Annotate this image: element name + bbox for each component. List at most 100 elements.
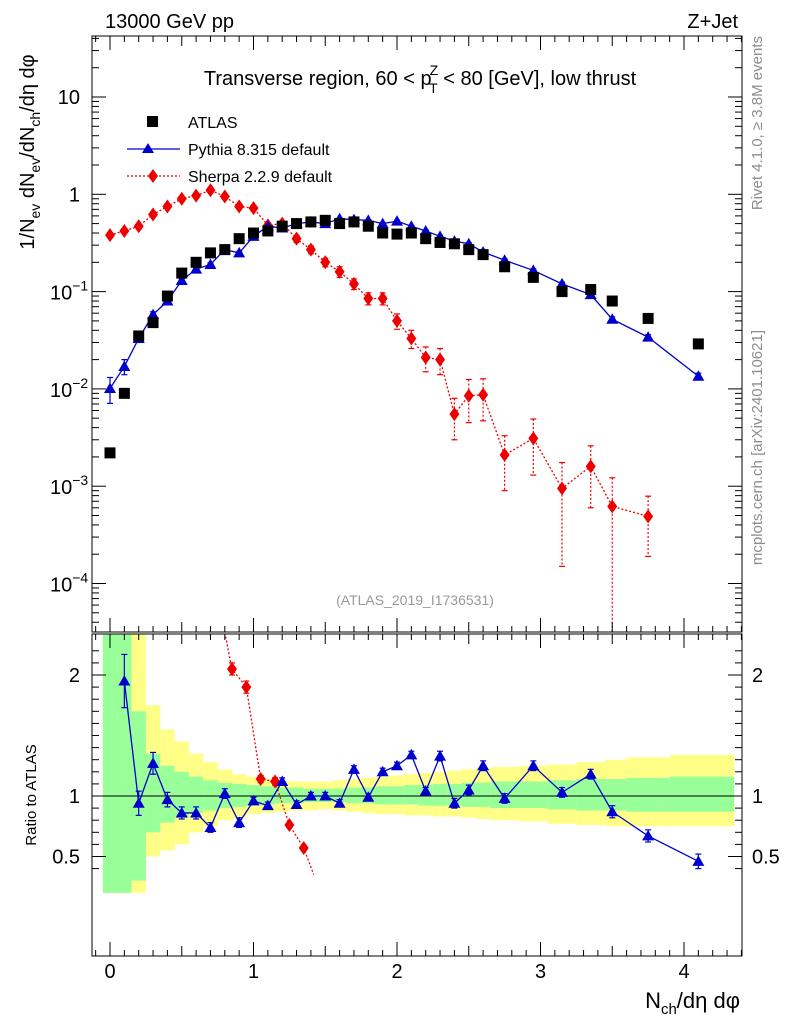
atlas-point — [448, 238, 460, 250]
main-title: Transverse region, 60 < pZ T < 80 [GeV], … — [204, 62, 637, 96]
pythia-ratio-point — [333, 797, 346, 808]
ratio-panel-series — [118, 634, 705, 875]
pythia-ratio-point — [606, 805, 619, 817]
sherpa-point — [478, 387, 489, 402]
pythia-ratio-point — [347, 763, 360, 774]
pythia-ratio-point — [376, 765, 389, 777]
ratio-y-tick-label-right: 2 — [752, 665, 763, 687]
inner-band-bin — [203, 780, 218, 811]
pythia-point — [556, 277, 569, 289]
pythia-ratio-point — [434, 750, 447, 761]
pythia-point — [175, 274, 188, 286]
atlas-point — [527, 271, 539, 283]
sherpa-point — [148, 207, 159, 222]
mcplots-label: mcplots.cern.ch [arXiv:2401.10621] — [749, 330, 766, 565]
pythia-ratio-point — [147, 757, 160, 768]
atlas-point — [147, 317, 159, 329]
pythia-ratio-point — [556, 786, 569, 797]
sherpa-point — [105, 228, 115, 243]
inner-band-bin — [275, 787, 290, 804]
inner-band-bin — [432, 783, 448, 806]
main-y-tick-label: 10 — [58, 87, 80, 109]
pythia-point — [692, 370, 705, 381]
pythia-point — [419, 224, 432, 236]
sherpa-point — [435, 352, 446, 367]
inner-band-bin — [626, 777, 670, 812]
atlas-point — [585, 284, 597, 296]
atlas-point — [305, 216, 317, 228]
pythia-point — [147, 308, 160, 320]
main-y-tick-label: 1 — [69, 184, 80, 206]
pythia-ratio-point — [233, 816, 246, 828]
atlas-point — [219, 244, 231, 256]
pythia-ratio-point — [118, 675, 131, 686]
ratio-y-tick-label-right: 0.5 — [752, 847, 780, 869]
main-y-axis-label: 1/Nev dNev/dNch/dη dφ — [17, 54, 43, 249]
pythia-line — [109, 218, 699, 389]
atlas-point — [556, 286, 568, 298]
atlas-point — [405, 227, 417, 239]
atlas-point — [262, 225, 274, 237]
atlas-point — [176, 267, 188, 279]
pythia-point — [190, 263, 203, 274]
main-y-tick-label: 10−1 — [50, 278, 88, 305]
atlas-point — [248, 227, 259, 239]
pythia-ratio-point — [498, 792, 511, 803]
ylabel-part-a: 1/N — [17, 218, 39, 249]
sherpa-point — [205, 183, 216, 198]
main-panel-series — [104, 183, 705, 632]
atlas-point — [233, 233, 245, 245]
process-label: Z+Jet — [687, 11, 738, 33]
sherpa-point — [291, 231, 302, 246]
energy-label: 13000 GeV pp — [105, 11, 234, 33]
pythia-ratio-point — [247, 794, 260, 806]
atlas-point — [133, 330, 145, 342]
atlas-point — [499, 261, 511, 273]
sherpa-point — [643, 509, 654, 524]
xlabel-rest: /dη dφ — [677, 988, 740, 1013]
x-tick-label: 1 — [248, 961, 259, 983]
title-subscript: T — [429, 80, 438, 96]
sherpa-ratio-line — [224, 634, 315, 875]
atlas-point — [190, 256, 202, 268]
ratio-y-axis-label: Ratio to ATLAS — [23, 744, 40, 845]
atlas-point — [291, 218, 303, 230]
pythia-ratio-point — [692, 855, 705, 866]
legend-sherpa-marker — [148, 169, 158, 183]
ratio-y-tick-label: 0.5 — [52, 847, 80, 869]
sherpa-ratio-point — [298, 841, 309, 856]
inner-band-bin — [332, 788, 347, 803]
atlas-point — [276, 220, 288, 232]
ratio-y-tick-label-right: 1 — [752, 786, 763, 808]
sherpa-point — [219, 189, 230, 204]
main-y-tick-label: 10−4 — [50, 570, 88, 597]
atlas-point — [161, 290, 173, 302]
atlas-point — [477, 249, 489, 261]
atlas-point — [606, 295, 618, 307]
pythia-ratio-point — [261, 799, 274, 811]
sherpa-point — [133, 219, 144, 234]
pythia-ratio-point — [448, 797, 461, 808]
pythia-ratio-point — [527, 759, 540, 771]
atlas-point — [362, 220, 374, 232]
main-panel-frame — [91, 35, 743, 633]
sherpa-ratio-point — [226, 661, 237, 676]
legend-pythia-label: Pythia 8.315 default — [188, 142, 330, 159]
x-tick-label: 3 — [535, 961, 546, 983]
atlas-point — [377, 227, 389, 239]
legend: ATLAS Pythia 8.315 default Sherpa 2.2.9 … — [127, 115, 333, 186]
pythia-ratio-point — [204, 821, 217, 832]
pythia-point — [104, 382, 116, 393]
title-superscript: Z — [430, 62, 439, 78]
inner-band-bin — [117, 634, 132, 893]
analysis-annotation: (ATLAS_2019_I1736531) — [336, 592, 494, 608]
rivet-version-label: Rivet 4.1.0, ≥ 3.8M events — [749, 36, 766, 210]
atlas-point — [118, 387, 130, 399]
sherpa-point — [305, 242, 316, 257]
atlas-point — [204, 247, 216, 259]
ylabel-part-b: dN — [17, 173, 39, 204]
ratio-uncertainty-bands — [92, 634, 742, 893]
sherpa-ratio-point — [284, 818, 295, 833]
sherpa-point — [449, 407, 460, 422]
